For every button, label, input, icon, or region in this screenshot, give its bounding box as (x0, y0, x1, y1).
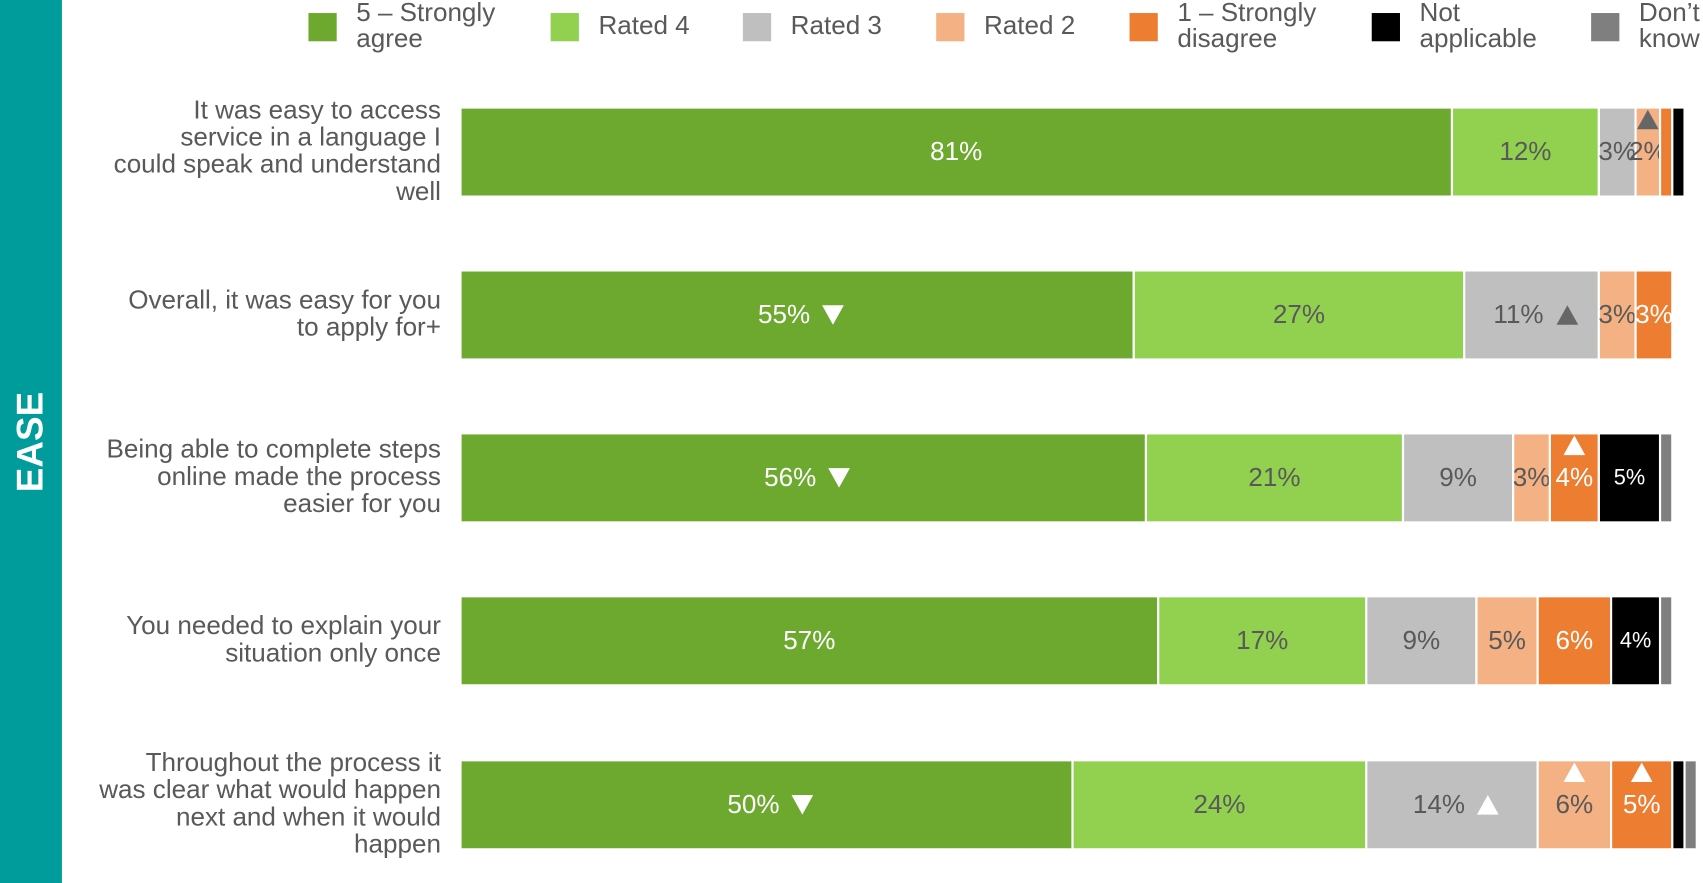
bar-segment (459, 106, 1454, 198)
bar-segment (1548, 432, 1600, 524)
value-label: 3% (1598, 136, 1636, 166)
value-label: 57% (783, 625, 835, 655)
bar-segment (1658, 432, 1674, 524)
value-label: 3% (1635, 299, 1673, 329)
bar-segment (1536, 595, 1613, 687)
legend-label: Not applicable (1420, 0, 1537, 53)
bar-segment (1157, 595, 1368, 687)
trend-marker (1563, 762, 1586, 782)
bar-segment (1144, 432, 1405, 524)
legend-label: 1 – Strongly disagree (1177, 0, 1316, 53)
trend-marker (822, 305, 844, 325)
bar-segment (1597, 106, 1637, 198)
value-label: 50% (727, 789, 779, 819)
value-label: 9% (1439, 462, 1477, 492)
trend-marker (1476, 795, 1499, 815)
value-label: 5% (1623, 789, 1661, 819)
legend-label: Rated 3 (791, 10, 882, 40)
trend-marker (1556, 305, 1579, 325)
legend-swatch (1591, 13, 1620, 42)
trend-marker (1563, 435, 1586, 456)
bar-segment (1658, 595, 1674, 687)
bar-segment (1671, 106, 1686, 198)
bar-segment (1597, 432, 1662, 524)
bar-segment (1512, 432, 1551, 524)
value-label: 5% (1614, 465, 1645, 490)
value-label: 5% (1488, 625, 1526, 655)
trend-marker (1630, 762, 1653, 782)
bar-segment (1610, 595, 1662, 687)
legend-swatch (550, 13, 579, 42)
value-label: 12% (1499, 136, 1551, 166)
value-label: 11% (1493, 299, 1543, 329)
value-label: 81% (930, 136, 982, 166)
bar-segment (1658, 106, 1674, 198)
section-band (0, 0, 62, 883)
bar-segment (1365, 759, 1539, 851)
bar-segment (1463, 269, 1600, 361)
legend-label: Don’t know (1639, 0, 1701, 53)
bar-segment (1671, 759, 1686, 851)
value-label: 56% (764, 462, 816, 492)
value-label: 6% (1556, 625, 1594, 655)
bar-segment (1071, 759, 1368, 851)
value-label: 21% (1248, 462, 1300, 492)
value-label: 4% (1620, 628, 1651, 653)
legend-swatch (1371, 13, 1400, 42)
legend-swatch (308, 13, 337, 42)
value-label: 6% (1556, 789, 1594, 819)
legend-label: 5 – Strongly agree (356, 0, 495, 53)
category-label: Being able to complete steps online made … (106, 434, 440, 518)
bar-segment (459, 269, 1135, 361)
bar-segment (459, 432, 1148, 524)
category-label: Throughout the process it was clear what … (98, 747, 441, 858)
section-label: EASE (9, 392, 50, 493)
value-label: 24% (1193, 789, 1245, 819)
category-label: You needed to explain your situation only… (126, 610, 441, 667)
legend-swatch (936, 13, 965, 42)
value-label: 27% (1273, 299, 1325, 329)
legend-label: Rated 4 (598, 10, 689, 40)
bar-segment (1132, 269, 1466, 361)
bar-segment (459, 759, 1074, 851)
category-label: Overall, it was easy for you to apply for… (128, 284, 441, 341)
category-label: It was easy to access service in a langua… (114, 94, 441, 205)
bar-segment (1634, 269, 1674, 361)
value-label: 14% (1413, 789, 1465, 819)
value-label: 3% (1598, 299, 1636, 329)
bar-segment (459, 595, 1160, 687)
value-label: 9% (1403, 625, 1441, 655)
value-label: 55% (758, 299, 810, 329)
value-label: 3% (1513, 462, 1551, 492)
bar-segment (1683, 759, 1698, 851)
trend-marker (1636, 109, 1659, 130)
trend-marker (828, 468, 850, 488)
bar-segment (1365, 595, 1478, 687)
bar-segment (1450, 106, 1600, 198)
legend-label: Rated 2 (984, 10, 1075, 40)
legend-swatch (742, 13, 772, 42)
value-label: 4% (1556, 462, 1594, 492)
value-label: 17% (1236, 625, 1288, 655)
trend-marker (791, 795, 814, 815)
legend-swatch (1129, 13, 1158, 42)
